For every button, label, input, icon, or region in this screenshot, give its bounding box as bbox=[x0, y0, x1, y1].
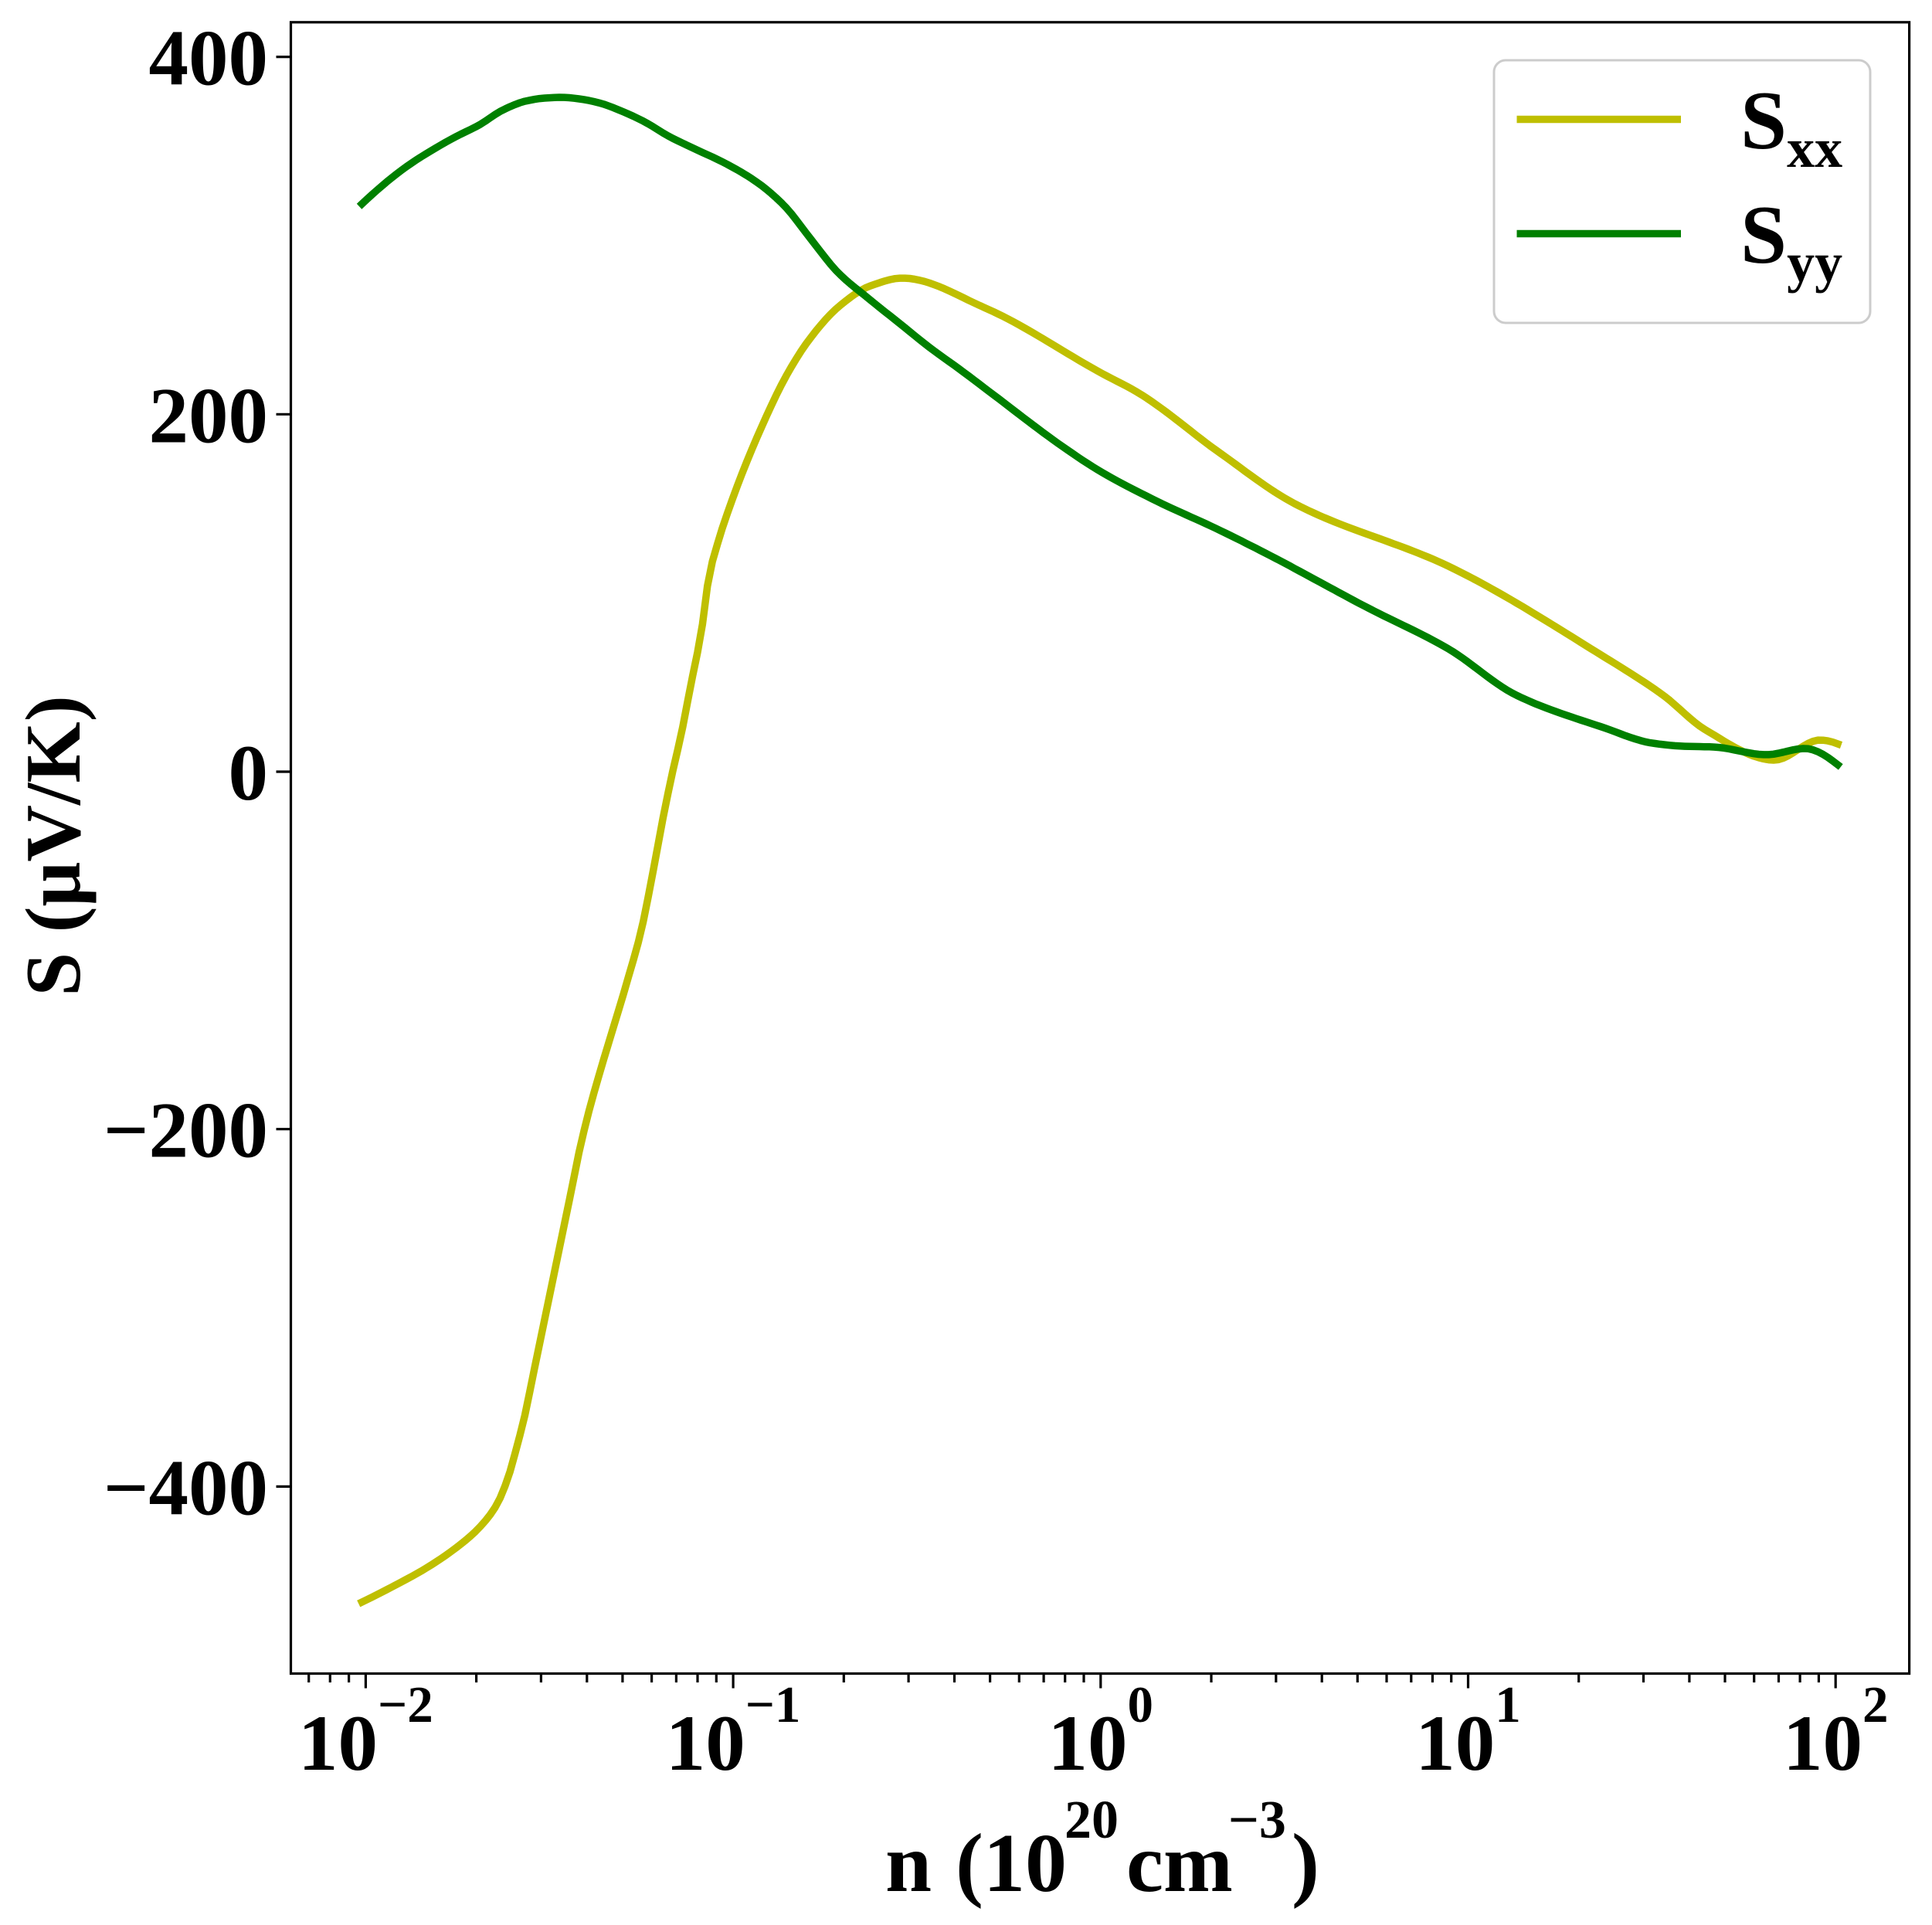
svg-text:0: 0 bbox=[229, 729, 269, 817]
svg-text:S (μV/K): S (μV/K) bbox=[10, 695, 97, 996]
svg-text:−400: −400 bbox=[104, 1444, 268, 1532]
svg-text:200: 200 bbox=[149, 372, 269, 460]
svg-text:(10: (10 bbox=[956, 1818, 1067, 1910]
svg-text:): ) bbox=[1292, 1818, 1319, 1910]
svg-text:400: 400 bbox=[149, 15, 269, 103]
svg-text:cm: cm bbox=[1126, 1818, 1233, 1910]
svg-text:−3: −3 bbox=[1228, 1791, 1286, 1850]
svg-text:Syy: Syy bbox=[1740, 189, 1842, 294]
svg-text:−200: −200 bbox=[104, 1087, 268, 1175]
svg-text:n: n bbox=[885, 1818, 932, 1910]
svg-text:20: 20 bbox=[1064, 1791, 1119, 1850]
